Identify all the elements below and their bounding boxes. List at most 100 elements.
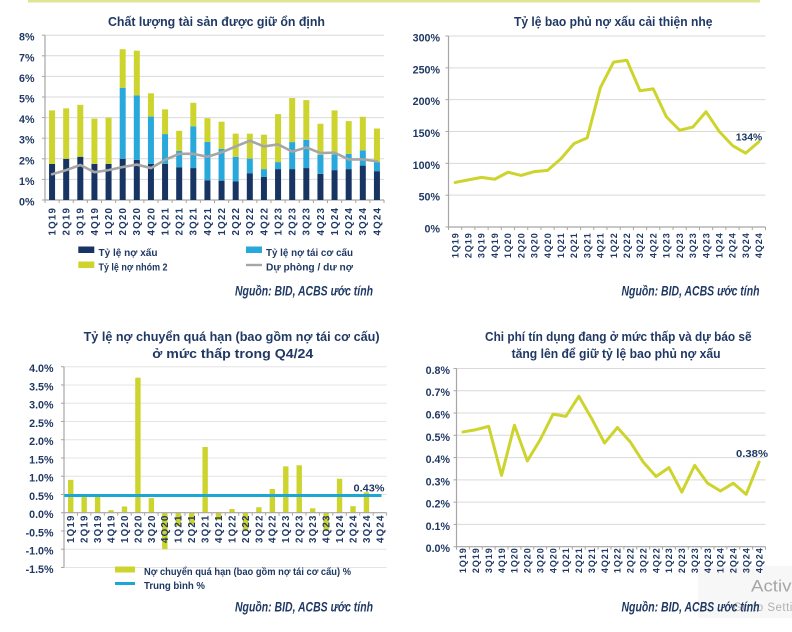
- svg-text:-1.0%: -1.0%: [26, 546, 54, 558]
- svg-text:1Q19: 1Q19: [66, 514, 77, 543]
- svg-text:4Q20: 4Q20: [160, 514, 171, 543]
- svg-text:3Q23: 3Q23: [688, 232, 698, 258]
- svg-text:4Q23: 4Q23: [322, 514, 333, 543]
- svg-text:3Q20: 3Q20: [530, 232, 540, 258]
- svg-text:3Q23: 3Q23: [302, 207, 313, 236]
- svg-text:1Q22: 1Q22: [613, 547, 623, 573]
- svg-text:2Q20: 2Q20: [133, 514, 144, 543]
- svg-text:3Q21: 3Q21: [582, 232, 592, 258]
- svg-text:1Q23: 1Q23: [662, 232, 672, 258]
- svg-text:1Q21: 1Q21: [561, 547, 571, 573]
- svg-text:2.0%: 2.0%: [29, 436, 54, 448]
- svg-text:1Q20: 1Q20: [503, 232, 513, 258]
- svg-text:2Q23: 2Q23: [288, 207, 299, 236]
- svg-text:4Q20: 4Q20: [146, 207, 157, 236]
- svg-text:3Q22: 3Q22: [638, 547, 648, 573]
- svg-text:1Q23: 1Q23: [281, 514, 292, 543]
- svg-text:3Q21: 3Q21: [201, 514, 212, 543]
- svg-text:3Q21: 3Q21: [587, 547, 597, 573]
- svg-text:1Q21: 1Q21: [174, 514, 185, 543]
- svg-text:0.0%: 0.0%: [426, 543, 451, 555]
- svg-text:3Q22: 3Q22: [254, 514, 265, 543]
- svg-text:0.5%: 0.5%: [29, 491, 54, 503]
- svg-text:1Q20: 1Q20: [120, 514, 131, 543]
- svg-text:4Q21: 4Q21: [596, 232, 606, 258]
- svg-text:Chất lượng tài sản được giữ ổn: Chất lượng tài sản được giữ ổn định: [108, 14, 325, 29]
- svg-text:2Q19: 2Q19: [471, 547, 481, 573]
- svg-text:4Q23: 4Q23: [316, 207, 327, 236]
- svg-text:2Q20: 2Q20: [516, 232, 526, 258]
- svg-text:150%: 150%: [413, 128, 441, 140]
- svg-text:Nguồn: BID, ACBS ước tính: Nguồn: BID, ACBS ước tính: [622, 600, 760, 615]
- svg-text:Tỷ lệ nợ nhóm 2: Tỷ lệ nợ nhóm 2: [99, 262, 168, 274]
- svg-text:1Q23: 1Q23: [273, 207, 284, 236]
- svg-text:3Q24: 3Q24: [358, 207, 369, 236]
- svg-text:Nợ chuyển quá hạn (bao gồm nợ: Nợ chuyển quá hạn (bao gồm nợ tái cơ cấu…: [144, 566, 351, 578]
- svg-text:4Q22: 4Q22: [651, 547, 661, 573]
- svg-text:2Q19: 2Q19: [80, 514, 91, 543]
- svg-text:4Q24: 4Q24: [375, 514, 386, 543]
- svg-text:1Q24: 1Q24: [330, 207, 341, 236]
- svg-text:Tỷ lệ nợ chuyển quá hạn (bao g: Tỷ lệ nợ chuyển quá hạn (bao gồm nợ tái …: [84, 329, 380, 344]
- svg-text:3Q22: 3Q22: [245, 207, 256, 236]
- svg-text:3Q19: 3Q19: [93, 514, 104, 543]
- svg-text:4Q22: 4Q22: [648, 232, 658, 258]
- svg-text:4Q22: 4Q22: [268, 514, 279, 543]
- svg-text:3Q24: 3Q24: [741, 547, 751, 573]
- svg-text:4Q23: 4Q23: [703, 547, 713, 573]
- svg-text:3.0%: 3.0%: [29, 400, 54, 412]
- svg-text:ở mức thấp trong Q4/24: ở mức thấp trong Q4/24: [152, 346, 314, 361]
- svg-text:300%: 300%: [413, 33, 441, 45]
- svg-text:100%: 100%: [413, 160, 441, 172]
- svg-text:3Q21: 3Q21: [189, 207, 200, 236]
- svg-text:2.5%: 2.5%: [29, 418, 54, 430]
- svg-text:1Q24: 1Q24: [335, 514, 346, 543]
- svg-text:0.0%: 0.0%: [29, 509, 54, 521]
- svg-text:3%: 3%: [19, 135, 35, 147]
- svg-text:2Q21: 2Q21: [175, 207, 186, 236]
- svg-text:4Q19: 4Q19: [490, 232, 500, 258]
- svg-text:4Q21: 4Q21: [214, 514, 225, 543]
- svg-text:2Q19: 2Q19: [464, 232, 474, 258]
- svg-text:4Q19: 4Q19: [106, 514, 117, 543]
- svg-text:4Q20: 4Q20: [543, 232, 553, 258]
- svg-text:2%: 2%: [19, 155, 35, 167]
- svg-text:3Q19: 3Q19: [477, 232, 487, 258]
- svg-text:1Q24: 1Q24: [716, 547, 726, 573]
- svg-text:1Q19: 1Q19: [47, 207, 58, 236]
- svg-text:4Q20: 4Q20: [548, 547, 558, 573]
- svg-text:4%: 4%: [19, 114, 35, 126]
- svg-text:4Q24: 4Q24: [754, 232, 764, 258]
- svg-text:0.8%: 0.8%: [426, 365, 451, 377]
- svg-text:4Q19: 4Q19: [497, 547, 507, 573]
- svg-text:2Q23: 2Q23: [677, 547, 687, 573]
- svg-text:134%: 134%: [736, 133, 763, 144]
- svg-text:-1.5%: -1.5%: [26, 564, 54, 576]
- svg-text:4.0%: 4.0%: [29, 363, 54, 375]
- svg-text:7%: 7%: [19, 52, 35, 64]
- svg-text:4Q22: 4Q22: [259, 207, 270, 236]
- svg-text:1Q19: 1Q19: [450, 232, 460, 258]
- svg-text:2Q24: 2Q24: [728, 232, 738, 258]
- svg-text:4Q24: 4Q24: [754, 547, 764, 573]
- svg-text:0.1%: 0.1%: [426, 521, 451, 533]
- svg-text:0.3%: 0.3%: [426, 476, 451, 488]
- svg-text:Nguồn: BID, ACBS ước tính: Nguồn: BID, ACBS ước tính: [622, 284, 760, 299]
- svg-text:2Q20: 2Q20: [118, 207, 129, 236]
- svg-text:3Q20: 3Q20: [535, 547, 545, 573]
- svg-text:Tỷ lệ nợ tái cơ cấu: Tỷ lệ nợ tái cơ cấu: [266, 247, 353, 259]
- svg-text:0%: 0%: [425, 224, 441, 236]
- svg-text:4Q23: 4Q23: [701, 232, 711, 258]
- svg-text:4Q21: 4Q21: [600, 547, 610, 573]
- svg-text:Nguồn: BID, ACBS ước tính: Nguồn: BID, ACBS ước tính: [235, 600, 373, 615]
- svg-text:Activ: Activ: [751, 577, 792, 596]
- svg-text:1Q19: 1Q19: [458, 547, 468, 573]
- svg-text:2Q24: 2Q24: [729, 547, 739, 573]
- svg-text:2Q24: 2Q24: [344, 207, 355, 236]
- svg-text:1%: 1%: [19, 176, 35, 188]
- svg-text:2Q22: 2Q22: [241, 514, 252, 543]
- svg-text:1Q23: 1Q23: [664, 547, 674, 573]
- svg-text:1.0%: 1.0%: [29, 473, 54, 485]
- svg-text:8%: 8%: [19, 32, 35, 44]
- svg-text:2Q21: 2Q21: [569, 232, 579, 258]
